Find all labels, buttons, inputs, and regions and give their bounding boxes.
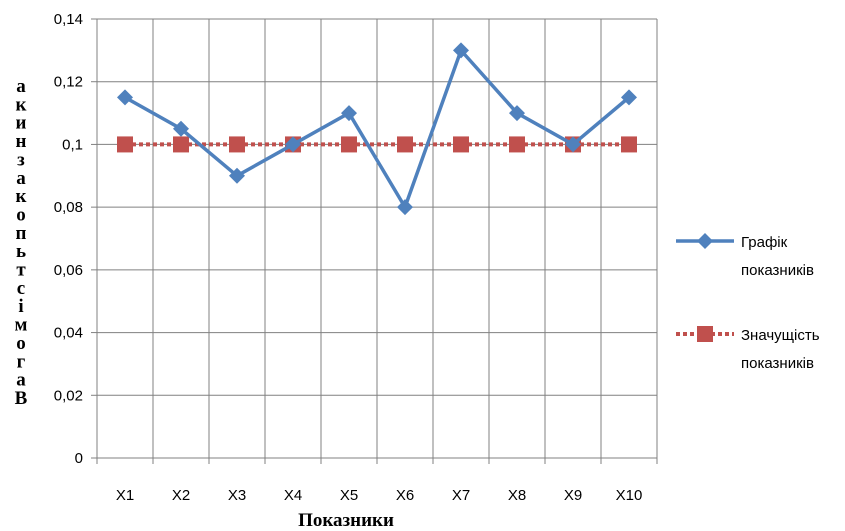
legend-swatch-marker (697, 326, 713, 342)
data-point (173, 136, 189, 153)
x-tick-label: X4 (284, 487, 302, 504)
y-tick-labels: 0 0,02 0,04 0,06 0,08 0,1 0,12 0,14 (54, 11, 83, 467)
series-1 (117, 42, 637, 216)
y-axis-title-char: о (16, 333, 26, 354)
y-axis-title-char: а (16, 168, 26, 189)
chart-legend: Графік показників Значущість показників (676, 233, 820, 372)
y-tick-label: 0,08 (54, 199, 83, 216)
legend-label: Значущість (741, 327, 820, 344)
x-tick-label: X9 (564, 487, 582, 504)
y-axis-title-char: т (16, 260, 26, 281)
y-axis-title-char: г (17, 351, 26, 372)
y-axis-title-char: о (16, 204, 26, 225)
data-point (565, 136, 581, 153)
y-axis-title-char: к (16, 186, 27, 207)
data-point (397, 199, 413, 216)
y-axis-title-char: н (16, 131, 27, 152)
legend-label: показників (741, 262, 814, 279)
x-axis-title: Показники (298, 510, 394, 531)
y-axis-title-char: з (17, 149, 25, 170)
series-line (124, 48, 631, 209)
legend-item-1: Графік показників (676, 233, 814, 279)
data-point (509, 136, 525, 153)
y-tick-label: 0,02 (54, 387, 83, 404)
chart-axes (91, 18, 658, 464)
x-tick-label: X1 (116, 487, 134, 504)
data-point (285, 136, 301, 153)
data-point (453, 136, 469, 153)
data-point (397, 136, 413, 153)
y-axis-title-char: і (18, 296, 23, 317)
data-point (173, 120, 189, 137)
data-point (453, 42, 469, 59)
y-tick-label: 0,06 (54, 262, 83, 279)
data-point (621, 89, 637, 106)
y-axis-title-char: п (16, 223, 27, 244)
y-tick-label: 0,14 (54, 11, 83, 28)
x-tick-labels: X1 X2 X3 X4 X5 X6 X7 X8 X9 X10 (116, 487, 643, 504)
x-tick-label: X5 (340, 487, 358, 504)
y-tick-label: 0,04 (54, 325, 83, 342)
legend-label: показників (741, 355, 814, 372)
data-point (621, 136, 637, 153)
y-axis-title-char: с (17, 278, 25, 299)
legend-label: Графік (741, 234, 788, 251)
data-point (341, 136, 357, 153)
x-tick-label: X7 (452, 487, 470, 504)
data-point (117, 89, 133, 106)
y-axis-title-char: а (16, 370, 26, 391)
y-axis-title-char: м (15, 315, 28, 336)
x-tick-label: X8 (508, 487, 526, 504)
y-axis-title-char: В (15, 388, 28, 409)
y-axis-title-char: а (16, 76, 26, 97)
data-point (117, 136, 133, 153)
y-tick-label: 0,12 (54, 74, 83, 91)
data-point (229, 136, 245, 153)
y-tick-label: 0,1 (62, 136, 83, 153)
data-point (341, 105, 357, 122)
data-point (229, 167, 245, 184)
x-tick-label: X2 (172, 487, 190, 504)
y-axis-title-char: ь (16, 241, 26, 262)
legend-item-2: Значущість показників (676, 326, 820, 372)
x-tick-label: X10 (616, 487, 643, 504)
chart-series (117, 42, 637, 216)
y-axis-title-char: к (16, 94, 27, 115)
chart-grid (97, 18, 658, 458)
data-point (509, 105, 525, 122)
x-tick-label: X6 (396, 487, 414, 504)
x-tick-label: X3 (228, 487, 246, 504)
y-tick-label: 0 (75, 450, 83, 467)
legend-swatch-marker (697, 233, 713, 249)
y-axis-title-char: и (16, 113, 27, 134)
